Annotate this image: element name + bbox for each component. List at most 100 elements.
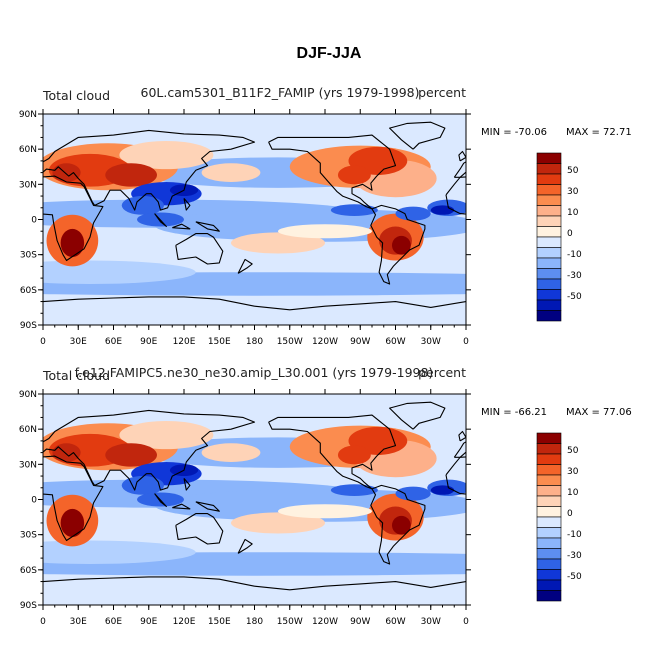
contour-region: [121, 196, 165, 215]
colorbar-label: -30: [567, 271, 582, 281]
colorbar-swatch: [536, 516, 562, 528]
y-tick-label: 60S: [20, 566, 37, 576]
colorbar-label: 10: [567, 208, 579, 218]
coastline: [607, 478, 613, 490]
colorbar-swatch: [536, 474, 562, 486]
coastline: [154, 213, 167, 228]
coastline: [389, 121, 446, 150]
top-axis-ticks: 0 30E 60E 90E 120E 150E 180 150W 120W 90W 60W 30W 09…: [19, 109, 471, 347]
y-tick-label: 0: [31, 216, 37, 226]
x-tick-label: 150W: [277, 617, 303, 627]
coastline: [0, 485, 2, 564]
colorbar-swatch: [536, 152, 562, 164]
y-tick-label: 30N: [19, 180, 37, 190]
coastline: [43, 129, 256, 211]
contour-region: [43, 540, 196, 564]
coastline: [599, 234, 646, 264]
y-tick-label: 30S: [20, 531, 37, 541]
colorbar-swatch: [536, 205, 562, 217]
colorbar-swatch: [536, 268, 562, 280]
colorbar-swatch: [536, 236, 562, 248]
contour-region: [337, 165, 371, 185]
bottom-min-label: MIN = -66.21: [481, 407, 547, 418]
coastline: [195, 501, 220, 512]
coastline: [43, 296, 255, 307]
top-coastlines: [0, 121, 646, 311]
contour-region: [119, 420, 214, 450]
colorbar-label: 10: [567, 488, 579, 498]
y-tick-label: 90N: [19, 390, 37, 400]
y-tick-label: 90N: [19, 110, 37, 120]
colorbar-swatch: [536, 590, 562, 602]
coastline: [237, 258, 253, 274]
coastline: [183, 478, 191, 491]
bottom-center-title: f.e12.FAMIPC5.ne30_ne30.amip_L30.001 (yr…: [75, 365, 434, 380]
top-panel: Total cloud 60L.cam5301_B11F2_FAMIP (yrs…: [0, 85, 646, 347]
x-tick-label: 90E: [140, 617, 157, 627]
coastline: [175, 513, 224, 545]
contour-region: [391, 515, 411, 535]
top-center-title: 60L.cam5301_B11F2_FAMIP (yrs 1979-1998): [141, 85, 420, 100]
colorbar-label: -10: [567, 250, 582, 260]
colorbar-swatch: [536, 443, 562, 455]
top-contour-field: [43, 140, 466, 296]
colorbar-swatch: [536, 215, 562, 227]
x-tick-label: 60E: [105, 617, 122, 627]
coastline: [43, 156, 44, 159]
coastline: [183, 198, 191, 211]
coastline: [43, 409, 256, 491]
x-tick-label: 60E: [105, 337, 122, 347]
contour-region: [105, 163, 157, 187]
bottom-contour-field: [43, 420, 466, 576]
contour-region: [231, 512, 325, 534]
colorbar-swatch: [536, 527, 562, 539]
colorbar-swatch: [536, 506, 562, 518]
x-tick-label: 60W: [385, 337, 405, 347]
bottom-right-title: percent: [418, 365, 466, 380]
y-tick-label: 90S: [20, 601, 37, 611]
x-tick-label: 60W: [385, 617, 405, 627]
x-tick-label: 90W: [350, 337, 370, 347]
x-tick-label: 120W: [312, 337, 338, 347]
y-tick-label: 60N: [19, 145, 37, 155]
coastline: [607, 198, 613, 210]
coastline: [43, 576, 255, 587]
colorbar-label: 0: [567, 509, 573, 519]
coastline: [172, 503, 191, 510]
contour-region: [201, 163, 261, 182]
coastline: [172, 223, 191, 230]
coastline: [458, 430, 466, 442]
coastline: [195, 221, 220, 232]
figure-title: DJF-JJA: [297, 45, 362, 62]
x-tick-label: 0: [40, 617, 46, 627]
y-tick-label: 0: [31, 496, 37, 506]
coastline: [0, 205, 2, 284]
bottom-panel: Total cloud f.e12.FAMIPC5.ne30_ne30.amip…: [0, 365, 643, 627]
colorbar-swatch: [536, 173, 562, 185]
coastline: [458, 150, 466, 162]
coastline: [175, 233, 224, 265]
y-tick-label: 90S: [20, 321, 37, 331]
top-min-label: MIN = -70.06: [481, 127, 547, 138]
coastline: [619, 502, 643, 511]
x-tick-label: 180: [246, 337, 263, 347]
contour-region: [43, 260, 196, 284]
x-tick-label: 120E: [173, 617, 196, 627]
y-tick-label: 60S: [20, 286, 37, 296]
top-max-label: MAX = 72.71: [566, 127, 632, 138]
bottom-coastlines: [0, 401, 643, 591]
colorbar-swatch: [536, 548, 562, 560]
colorbar-swatch: [536, 226, 562, 238]
colorbar-swatch: [536, 278, 562, 290]
coastline: [43, 455, 104, 542]
x-tick-label: 120W: [312, 617, 338, 627]
coastline: [370, 204, 426, 285]
colorbar-swatch: [536, 257, 562, 269]
x-tick-label: 150W: [277, 337, 303, 347]
coastline: [43, 436, 44, 439]
y-tick-label: 30N: [19, 460, 37, 470]
coastline: [254, 301, 466, 311]
contour-region: [278, 504, 372, 519]
colorbar-swatch: [536, 464, 562, 476]
x-tick-label: 30E: [70, 337, 87, 347]
